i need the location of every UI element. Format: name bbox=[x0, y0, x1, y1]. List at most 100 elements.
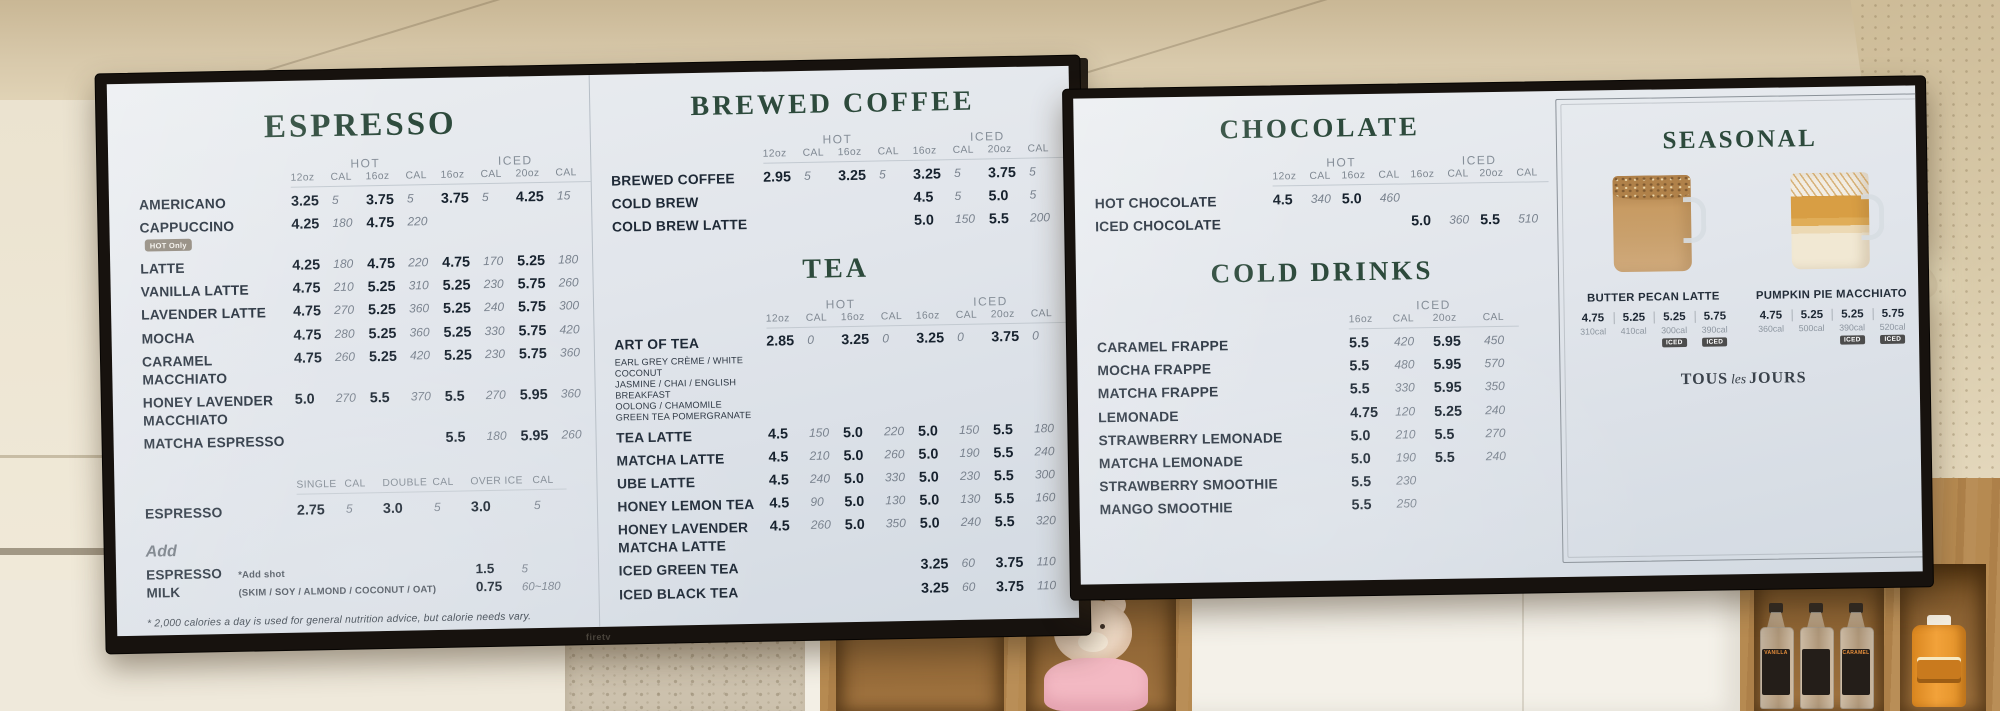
col-header: 16oz bbox=[1341, 170, 1366, 182]
col-header: CAL bbox=[405, 170, 427, 182]
bottle-neck bbox=[1767, 612, 1785, 628]
cal-cell: 0 bbox=[882, 331, 890, 346]
item-name: MOCHA FRAPPE bbox=[1097, 361, 1212, 379]
price-cell: 5.5 bbox=[993, 444, 1014, 462]
chocolate-title: CHOCOLATE bbox=[1219, 111, 1421, 145]
price-cell: 4.75 bbox=[366, 214, 395, 232]
item-name: COLD BREW LATTE bbox=[611, 216, 748, 235]
item-name: ICED BLACK TEA bbox=[618, 584, 739, 603]
jug-label bbox=[1917, 657, 1961, 683]
price-cell: 5.25 bbox=[517, 252, 546, 270]
price-cell: 5.0 bbox=[1350, 427, 1371, 445]
cal-cell: 180 bbox=[486, 428, 507, 444]
product-iced-badges: ICED ICED bbox=[1573, 337, 1735, 349]
sub_line-cell: JASMINE / CHAI / ENGLISH BREAKFAST bbox=[614, 377, 737, 401]
col-header: CAL bbox=[1378, 169, 1400, 181]
cal-cell: 320 bbox=[1035, 513, 1056, 528]
price-cell: 5.25 bbox=[1434, 403, 1463, 420]
header-spacer bbox=[1094, 157, 1272, 160]
seasonal-products: BUTTER PECAN LATTE 4.75 5.25 5.25 5.75 310c… bbox=[1570, 172, 1913, 349]
chocolate-cold-panel: CHOCOLATE HOT 12oz CAL 16oz CAL ICED 16oz CA… bbox=[1073, 91, 1553, 584]
price-cell: 3.75 bbox=[995, 555, 1024, 572]
item-name: COLD BREW bbox=[611, 194, 699, 212]
price-cell: 4.5 bbox=[913, 189, 934, 206]
price-cell: 5.25 bbox=[443, 347, 472, 364]
cal-cell: 260 bbox=[884, 446, 905, 462]
cal-cell: 90 bbox=[810, 494, 824, 509]
tous-les-jours-logo: TOUS les JOURS bbox=[1680, 369, 1807, 389]
sub_line-cell: EARL GREY CRÈME / WHITE COCONUT bbox=[614, 355, 744, 379]
badge-cell: ICED bbox=[1661, 338, 1687, 348]
cal-cell: 5 bbox=[1029, 187, 1037, 202]
price-cell: 5.0 bbox=[844, 517, 865, 534]
col-header: CAL bbox=[802, 147, 825, 159]
cal-cell: 300 bbox=[1034, 467, 1056, 482]
price-cell: 5.25 bbox=[368, 348, 397, 366]
cal-cell: 270 bbox=[333, 302, 355, 318]
price-cell: 3.0 bbox=[382, 500, 403, 517]
seasonal-title: SEASONAL bbox=[1662, 124, 1818, 155]
cal-cell: 15 bbox=[556, 188, 571, 203]
cal-cell: 240 bbox=[809, 471, 831, 486]
cal-cell: 250 bbox=[1396, 496, 1417, 511]
price-cell: 4.75 bbox=[292, 303, 322, 321]
cal-cell: 350 bbox=[885, 516, 906, 531]
cal-cell: 110 bbox=[1036, 577, 1057, 593]
badge-cell: ICED bbox=[1702, 337, 1728, 347]
price-cell: 5.25 bbox=[1653, 310, 1695, 324]
price-cell: 5.25 bbox=[1613, 311, 1654, 325]
badge-cell: ICED bbox=[1839, 335, 1865, 345]
cal-cell: 60 bbox=[961, 556, 976, 571]
price-cell: 5.0 bbox=[1411, 212, 1432, 230]
cal-cell: 260 bbox=[334, 349, 356, 364]
item-name: LEMONADE bbox=[1098, 408, 1179, 425]
cal-cell: 240 bbox=[1485, 448, 1506, 464]
item-name: ESPRESSO bbox=[146, 565, 223, 583]
cal-cell: 460 bbox=[1379, 190, 1400, 205]
cal-cell: 220 bbox=[407, 213, 428, 229]
brewed-column-headers: HOT 12oz CAL 16oz CAL ICED 16oz CAL 20oz CAL bbox=[610, 128, 1063, 167]
col-header: 20oz bbox=[987, 143, 1012, 156]
price-cell: 5.0 bbox=[919, 492, 940, 509]
cal-cell: 210 bbox=[333, 279, 354, 295]
drink-image bbox=[1790, 172, 1870, 270]
cal-cell: 0 bbox=[1032, 328, 1040, 343]
cal-cell: 5 bbox=[803, 168, 811, 183]
price-cell: 5.25 bbox=[367, 302, 397, 319]
header-spacer bbox=[1096, 300, 1348, 304]
cal-cell: 390cal bbox=[1839, 322, 1866, 333]
tv-brand-logo: firetv bbox=[585, 631, 612, 643]
col-header: 20oz bbox=[1432, 313, 1457, 325]
item-name: STRAWBERRY SMOOTHIE bbox=[1099, 476, 1278, 495]
col-header: CAL bbox=[1447, 168, 1469, 180]
price-cell: 4.75 bbox=[1759, 309, 1783, 322]
cal-cell: 190 bbox=[1395, 450, 1417, 465]
cal-cell: 150 bbox=[958, 422, 980, 437]
cal-cell: 570 bbox=[1484, 356, 1505, 371]
hot-group-header: HOT 12oz CAL 16oz CAL bbox=[765, 295, 917, 329]
cal-cell: 360 bbox=[559, 344, 581, 360]
price-cell: 3.25 bbox=[841, 331, 870, 349]
brewed-tea-panel: BREWED COFFEE HOT 12oz CAL 16oz CAL ICED 16… bbox=[588, 65, 1080, 627]
cal-cell: 5 bbox=[433, 499, 441, 514]
col-header: 16oz bbox=[440, 169, 465, 181]
item-name: CAPPUCCINO bbox=[139, 218, 235, 236]
calorie-footnote: * 2,000 calories a day is used for gener… bbox=[146, 610, 532, 630]
price-cell: 3.75 bbox=[991, 328, 1020, 346]
bottle-neck bbox=[1847, 612, 1865, 628]
espresso-title: ESPRESSO bbox=[263, 105, 458, 146]
cal-cell: 270 bbox=[485, 387, 506, 402]
cal-cell: 420 bbox=[409, 347, 431, 363]
cal-cell: 240 bbox=[1485, 402, 1506, 417]
shelf-cubby bbox=[1900, 564, 1986, 711]
cal-cell: 170 bbox=[483, 253, 504, 269]
bottle-cap bbox=[1849, 603, 1863, 613]
cal-cell: 510 bbox=[1518, 211, 1539, 226]
price-cell: 4.5 bbox=[768, 448, 789, 466]
cal-cell: 280 bbox=[334, 326, 355, 341]
price-cell: 4.5 bbox=[768, 472, 789, 489]
menu-item: ART OF TEA EARL GREY CRÈME / WHITE COCON… bbox=[614, 326, 1061, 427]
cal-cell: 310 bbox=[408, 278, 429, 293]
cal-cell: 60 bbox=[961, 579, 976, 594]
